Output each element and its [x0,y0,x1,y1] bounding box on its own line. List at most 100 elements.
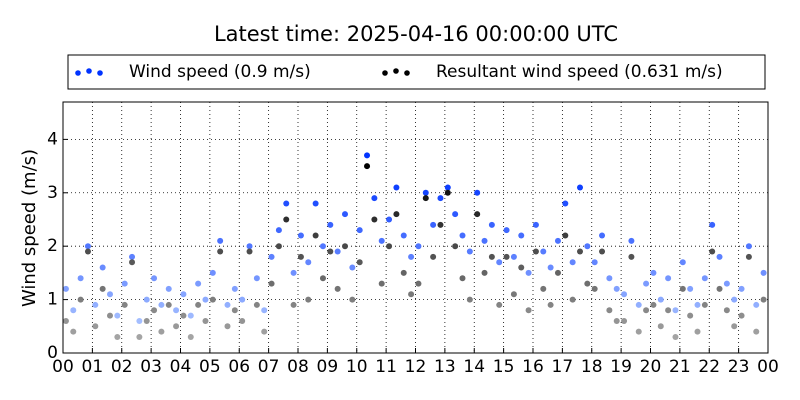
data-point [577,184,583,191]
data-point [386,243,393,250]
data-point [679,259,686,266]
data-point [371,216,378,223]
data-point [554,269,561,276]
data-point [613,317,620,324]
data-point [701,301,708,308]
data-point [158,328,165,335]
data-point [312,232,319,239]
data-point [540,248,547,255]
y-tick-label: 3 [47,183,58,203]
data-point [687,285,694,292]
data-point [386,216,393,223]
data-point [327,221,334,228]
x-tick-label: 16 [522,357,544,377]
data-point [275,227,282,234]
data-point [481,269,488,276]
legend-marker [75,70,81,76]
data-point [466,248,473,255]
data-point [92,301,99,308]
y-tick-label: 0 [47,343,58,363]
data-point [334,285,341,292]
data-point [180,291,187,298]
data-point [628,237,635,244]
data-point [253,275,260,282]
data-point [334,248,341,255]
data-point [121,301,128,308]
data-point [327,248,334,255]
data-point [753,301,760,308]
x-tick-label: 13 [434,357,456,377]
data-point [701,275,708,282]
data-point [665,307,672,314]
data-point [121,280,128,287]
data-point [342,243,348,250]
legend: Wind speed (0.9 m/s) Resultant wind speed… [75,62,723,82]
data-point [481,237,488,244]
x-tick-label: 21 [669,357,691,377]
x-tick-label: 03 [140,357,162,377]
data-point [187,333,194,340]
data-point [239,296,246,303]
x-tick-label: 05 [199,357,221,377]
data-point [231,307,238,314]
x-tick-label: 00 [757,357,779,377]
x-tick-label: 07 [258,357,280,377]
x-tick-label: 00 [52,357,74,377]
data-point [99,285,106,292]
data-point [760,269,767,276]
data-point [114,312,121,319]
data-point [209,296,216,303]
data-point [319,275,326,282]
data-point [444,189,451,196]
legend-marker [97,70,103,76]
data-point [650,301,657,308]
data-point [723,280,730,287]
x-tick-label: 02 [111,357,133,377]
legend-marker [382,70,388,76]
data-point [275,243,282,250]
data-point [268,280,275,287]
data-point [297,232,304,239]
data-point [599,232,606,239]
data-point [525,269,532,276]
x-tick-label: 14 [463,357,485,377]
data-point [114,333,121,340]
data-point [474,211,481,218]
data-point [151,307,158,314]
data-point [437,195,444,202]
ticks: 00 01 02 03 04 05 06 07 08 09 10 11 12 13 14 15 16 17 18 19… [47,129,779,377]
data-point [202,317,209,324]
data-point [187,312,194,319]
data-point [731,296,738,303]
data-point [635,301,642,308]
data-point [723,307,730,314]
data-point [459,232,466,239]
data-point [349,296,356,303]
data-point [577,248,583,255]
data-point [591,259,598,266]
x-tick-label: 10 [346,357,368,377]
data-point [180,312,187,319]
legend-box [67,54,766,90]
data-point [422,195,429,202]
y-tick-label: 4 [47,129,58,149]
legend-label: Resultant wind speed (0.631 m/s) [436,62,723,82]
data-point [665,275,672,282]
legend-marker [393,68,399,74]
data-point [503,227,510,234]
data-point [378,280,385,287]
data-point [554,237,561,244]
data-point [562,232,569,239]
data-point [738,312,745,319]
data-point [70,328,77,335]
data-point [584,280,591,287]
data-point [488,253,495,260]
data-point [745,243,752,250]
data-point [378,237,385,244]
data-point [224,323,231,330]
data-point [452,243,459,250]
data-point [209,269,216,276]
data-point [217,237,224,244]
data-point [672,307,679,314]
